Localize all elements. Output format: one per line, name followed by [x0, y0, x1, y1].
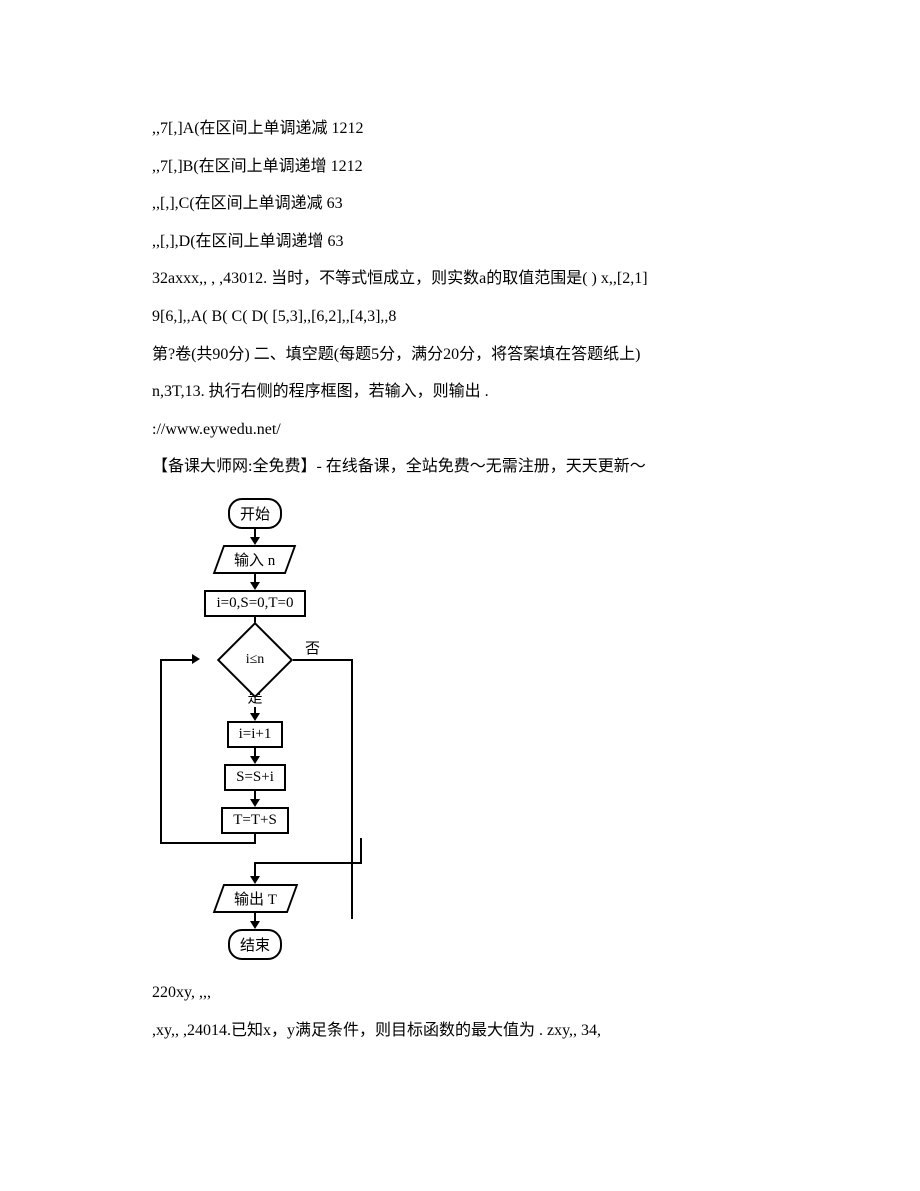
- option-b: ,,7[,]B(在区间上单调递增 1212: [120, 148, 820, 186]
- fc-condition-label: i≤n: [246, 652, 265, 668]
- fc-input-label: 输入 n: [234, 549, 275, 570]
- text-after-chart-1: 220xy, ,,,: [120, 974, 820, 1012]
- document-page: ,,7[,]A(在区间上单调递减 1212 ,,7[,]B(在区间上单调递增 1…: [0, 0, 920, 1089]
- program-flowchart: 开始 输入 n i=0,S=0,T=0: [160, 498, 820, 960]
- fc-no-label: 否: [305, 637, 320, 658]
- option-a: ,,7[,]A(在区间上单调递减 1212: [120, 110, 820, 148]
- question-13: n,3T,13. 执行右侧的程序框图，若输入，则输出 .: [120, 373, 820, 411]
- section-2-heading: 第?卷(共90分) 二、填空题(每题5分，满分20分，将答案填在答题纸上): [120, 336, 820, 374]
- fc-output: 输出 T: [212, 884, 297, 913]
- answer-choices: 9[6,],,A( B( C( D( [5,3],,[6,2],,[4,3],,…: [120, 298, 820, 336]
- fc-init: i=0,S=0,T=0: [204, 590, 305, 617]
- site-banner: 【备课大师网:全免费】- 在线备课，全站免费～无需注册，天天更新～: [120, 448, 820, 486]
- question-14: ,xy,, ,24014.已知x，y满足条件，则目标函数的最大值为 . zxy,…: [120, 1012, 820, 1050]
- fc-step-i: i=i+1: [227, 721, 284, 748]
- fc-step-t: T=T+S: [221, 807, 289, 834]
- option-c: ,,[,],C(在区间上单调递减 63: [120, 185, 820, 223]
- fc-start: 开始: [228, 498, 282, 529]
- fc-input: 输入 n: [213, 545, 297, 574]
- option-d: ,,[,],D(在区间上单调递增 63: [120, 223, 820, 261]
- fc-output-label: 输出 T: [234, 888, 277, 909]
- url-line: ://www.eywedu.net/: [120, 411, 820, 449]
- fc-condition: i≤n 否: [213, 635, 297, 685]
- fc-end: 结束: [228, 929, 282, 960]
- fc-step-s: S=S+i: [224, 764, 286, 791]
- question-12: 32axxx,, , ,43012. 当时，不等式恒成立，则实数a的取值范围是(…: [120, 260, 820, 298]
